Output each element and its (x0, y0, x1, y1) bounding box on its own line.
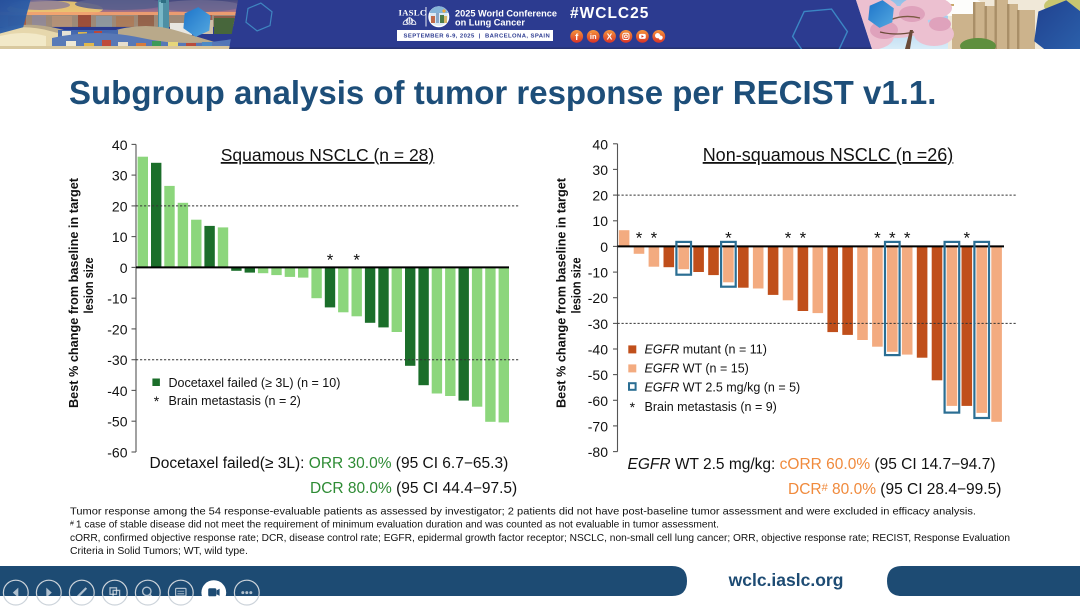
svg-text:-30: -30 (107, 352, 127, 368)
svg-text:cORR, confirmed objective resp: cORR, confirmed objective response rate;… (70, 533, 1010, 544)
svg-text:2025 World Conference: 2025 World Conference (455, 9, 557, 19)
svg-text:-60: -60 (107, 445, 127, 461)
svg-text:Brain metastasis (n = 9): Brain metastasis (n = 9) (645, 400, 777, 414)
svg-text:Best % change from baseline in: Best % change from baseline in target (554, 177, 569, 408)
svg-text:Tumor response among the 54 re: Tumor response among the 54 response-eva… (70, 507, 976, 518)
svg-text:-80: -80 (588, 444, 608, 460)
svg-text:#1 case of stable disease did: #1 case of stable disease did not meet t… (70, 520, 719, 531)
svg-text:*: * (630, 399, 636, 415)
svg-text:EGFR WT 2.5 mg/kg: cORR 60.0%: EGFR WT 2.5 mg/kg: cORR 60.0% (95 CI 14.… (628, 456, 996, 473)
svg-text:40: 40 (592, 136, 608, 152)
svg-text:-10: -10 (588, 265, 608, 281)
svg-text:EGFR mutant (n = 11): EGFR mutant (n = 11) (645, 343, 767, 357)
svg-text:0: 0 (600, 239, 608, 255)
svg-text:EGFR WT (n = 15): EGFR WT (n = 15) (645, 362, 749, 376)
svg-text:20: 20 (112, 198, 128, 214)
svg-text:-40: -40 (588, 342, 608, 358)
svg-text:Best % change from baseline in: Best % change from baseline in target (66, 177, 81, 408)
svg-text:-20: -20 (588, 290, 608, 306)
svg-text:#WCLC25: #WCLC25 (570, 5, 649, 22)
svg-text:-10: -10 (107, 291, 127, 307)
svg-text:30: 30 (592, 162, 608, 178)
svg-text:-30: -30 (588, 316, 608, 332)
svg-text:20: 20 (592, 188, 608, 204)
svg-text:DCR# 80.0% (95 CI 28.4−99.5): DCR# 80.0% (95 CI 28.4−99.5) (788, 481, 1001, 498)
svg-text:f: f (575, 32, 579, 43)
svg-text:Criteria in Solid Tumors; WT,: Criteria in Solid Tumors; WT, wild type. (70, 546, 248, 557)
svg-text:*: * (800, 229, 807, 248)
svg-text:in: in (590, 32, 597, 41)
svg-text:-50: -50 (588, 367, 608, 383)
svg-text:10: 10 (592, 213, 608, 229)
svg-text:on Lung Cancer: on Lung Cancer (455, 17, 525, 27)
svg-text:*: * (963, 229, 970, 248)
svg-text:-40: -40 (107, 383, 127, 399)
svg-text:*: * (889, 229, 896, 248)
svg-text:-70: -70 (588, 418, 608, 434)
svg-text:-60: -60 (588, 393, 608, 409)
svg-text:*: * (874, 229, 881, 248)
svg-text:IASLC: IASLC (399, 7, 427, 17)
svg-text:*: * (725, 229, 732, 248)
svg-text:*: * (636, 229, 643, 248)
svg-text:40: 40 (112, 137, 128, 153)
svg-text:*: * (904, 229, 911, 248)
svg-text:Brain metastasis (n = 2): Brain metastasis (n = 2) (169, 394, 301, 408)
svg-text:lesion size: lesion size (569, 258, 584, 314)
svg-text:-20: -20 (107, 321, 127, 337)
svg-text:Subgroup analysis of tumor res: Subgroup analysis of tumor response per … (69, 74, 936, 111)
svg-text:0: 0 (120, 260, 128, 276)
svg-text:30: 30 (112, 168, 128, 184)
svg-text:Docetaxel failed (≥ 3L) (n = 1: Docetaxel failed (≥ 3L) (n = 10) (169, 376, 341, 390)
svg-text:Non-squamous NSCLC (n =26): Non-squamous NSCLC (n =26) (703, 145, 954, 165)
svg-text:wclc.iaslc.org: wclc.iaslc.org (728, 570, 844, 590)
svg-text:*: * (353, 251, 360, 270)
svg-text:DCR 80.0% (95 CI 44.4−97.5): DCR 80.0% (95 CI 44.4−97.5) (310, 480, 517, 497)
svg-text:X: X (607, 31, 613, 41)
svg-text:*: * (154, 393, 160, 409)
svg-text:10: 10 (112, 229, 128, 245)
svg-text:Docetaxel failed(≥ 3L): ORR 30: Docetaxel failed(≥ 3L): ORR 30.0% (95 CI… (150, 455, 509, 472)
svg-text:-50: -50 (107, 414, 127, 430)
svg-text:*: * (327, 251, 334, 270)
svg-text:SEPTEMBER 6-9, 2025 | BARCEL: SEPTEMBER 6-9, 2025 | BARCELONA, SPAIN (404, 34, 551, 40)
svg-text:lesion size: lesion size (81, 258, 96, 314)
svg-text:EGFR WT 2.5 mg/kg (n = 5): EGFR WT 2.5 mg/kg (n = 5) (645, 381, 801, 395)
svg-text:*: * (785, 229, 792, 248)
svg-text:*: * (651, 229, 658, 248)
svg-text:Squamous NSCLC (n = 28): Squamous NSCLC (n = 28) (221, 145, 435, 165)
